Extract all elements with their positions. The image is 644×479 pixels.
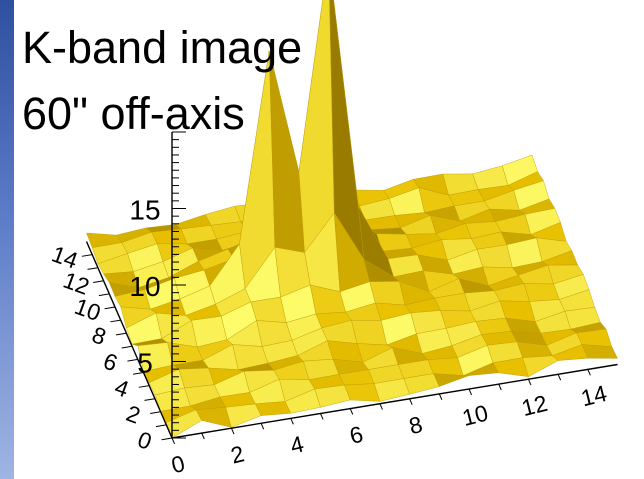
x-tick-label: 0 bbox=[169, 450, 188, 478]
y-axis-tick bbox=[127, 358, 138, 362]
axes bbox=[81, 131, 618, 445]
y-axis-tick bbox=[161, 437, 173, 441]
y-axis-tick bbox=[144, 398, 155, 401]
surface-facet bbox=[427, 357, 464, 376]
y-axis-tick bbox=[150, 411, 161, 415]
y-axis-tick bbox=[87, 267, 98, 270]
y-axis-tick bbox=[110, 319, 121, 323]
x-tick-label: 6 bbox=[347, 421, 366, 449]
surface-facet bbox=[581, 344, 618, 359]
surface-mesh bbox=[86, 0, 618, 439]
surface-facet bbox=[472, 165, 509, 190]
x-tick-label: 12 bbox=[519, 390, 550, 421]
y-axis-tick bbox=[138, 385, 150, 388]
chart-title-line-2: 60" off-axis bbox=[22, 88, 245, 139]
x-axis-tick bbox=[587, 369, 591, 376]
y-axis-tick bbox=[81, 254, 93, 257]
surface-facet bbox=[250, 296, 287, 323]
y-tick-label: 6 bbox=[100, 347, 121, 376]
x-axis-tick bbox=[438, 393, 443, 400]
surface-facet bbox=[255, 401, 292, 416]
y-axis-tick bbox=[133, 372, 144, 375]
left-accent-bar bbox=[0, 0, 14, 479]
x-axis-tick bbox=[468, 388, 473, 396]
x-axis-tick bbox=[409, 398, 413, 405]
x-tick-label: 10 bbox=[460, 400, 491, 431]
x-axis-tick bbox=[171, 437, 176, 445]
z-tick-label: 5 bbox=[137, 348, 153, 379]
surface-facet bbox=[269, 50, 305, 253]
x-axis-tick bbox=[498, 383, 502, 391]
x-axis-tick bbox=[527, 379, 532, 386]
y-axis-tick bbox=[115, 332, 127, 336]
x-axis-tick bbox=[379, 403, 383, 410]
surface-facet bbox=[522, 355, 559, 377]
x-axis-tick bbox=[260, 423, 265, 430]
x-axis-tick bbox=[290, 418, 294, 425]
z-tick-label: 15 bbox=[129, 195, 160, 226]
x-tick-label: 2 bbox=[228, 440, 247, 468]
surface-facet bbox=[178, 367, 215, 389]
x-tick-label: 4 bbox=[288, 430, 307, 458]
surface-facet bbox=[195, 407, 232, 428]
y-axis-line bbox=[85, 241, 173, 439]
y-tick-label: 4 bbox=[111, 374, 132, 403]
surface-facet bbox=[298, 0, 335, 254]
surface-facet bbox=[351, 320, 388, 346]
x-axis-tick bbox=[349, 408, 354, 415]
x-tick-label: 8 bbox=[406, 411, 425, 439]
surface-facet bbox=[523, 283, 560, 302]
y-tick-label: 8 bbox=[89, 321, 110, 350]
y-axis-tick bbox=[104, 306, 116, 310]
y-tick-label: 2 bbox=[123, 400, 144, 429]
y-axis-tick bbox=[98, 293, 110, 297]
chart-title-line-1: K-band image bbox=[22, 22, 303, 73]
y-axis-tick bbox=[155, 424, 167, 428]
surface-facet bbox=[239, 50, 276, 290]
surface-facet bbox=[314, 384, 351, 408]
y-tick-label: 0 bbox=[134, 426, 155, 455]
z-tick-label: 10 bbox=[129, 271, 160, 302]
x-axis-tick bbox=[230, 428, 235, 435]
surface-facet bbox=[369, 281, 406, 306]
y-axis-tick bbox=[93, 280, 104, 284]
surface-facet bbox=[344, 383, 381, 402]
x-axis-tick bbox=[557, 374, 562, 381]
y-axis-tick bbox=[121, 345, 133, 349]
x-tick-label: 14 bbox=[578, 380, 609, 411]
x-axis-line bbox=[171, 363, 618, 439]
x-axis-tick bbox=[201, 432, 205, 440]
x-axis-tick bbox=[320, 413, 324, 420]
